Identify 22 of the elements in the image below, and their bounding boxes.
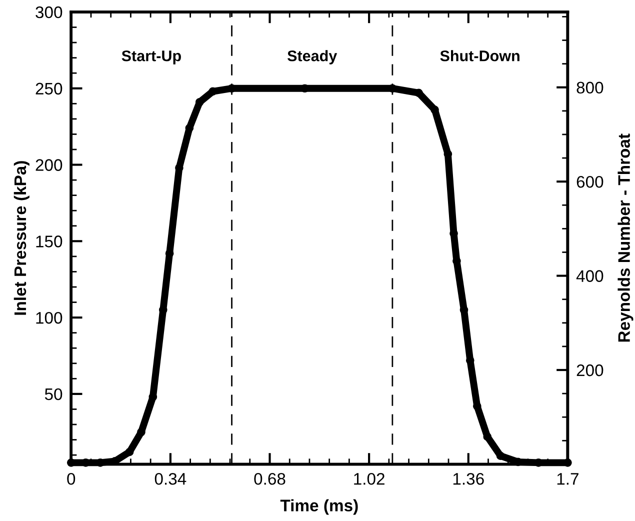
x-tick-label: 0.34 [154, 472, 186, 485]
x-tick-label: 0.68 [254, 472, 286, 485]
annotation: Steady [287, 50, 338, 64]
x-axis-title: Time (ms) [280, 499, 358, 515]
y2-axis-title: Reynolds Number - Throat [618, 134, 634, 342]
x-tick-label: 0 [67, 472, 76, 485]
y2-tick-label: 800 [576, 82, 604, 94]
y-axis-title: Inlet Pressure (kPa) [14, 161, 30, 315]
x-tick-label: 1.7 [557, 473, 578, 485]
annotation: Start-Up [122, 50, 181, 64]
y-tick-label: 300 [36, 6, 62, 18]
x-tick-label: 1.36 [453, 472, 484, 485]
x-tick-label: 1.02 [354, 472, 384, 485]
annotation: Shut-Down [440, 50, 520, 62]
y2-tick-label: 200 [576, 364, 604, 376]
y-tick-label: 250 [36, 82, 62, 95]
y-tick-label: 50 [44, 388, 62, 400]
y-tick-label: 200 [36, 159, 62, 171]
y2-tick-label: 400 [576, 270, 604, 282]
y2-tick-label: 600 [576, 176, 604, 188]
y-tick-label: 150 [36, 236, 62, 248]
y-tick-label: 100 [36, 312, 62, 324]
